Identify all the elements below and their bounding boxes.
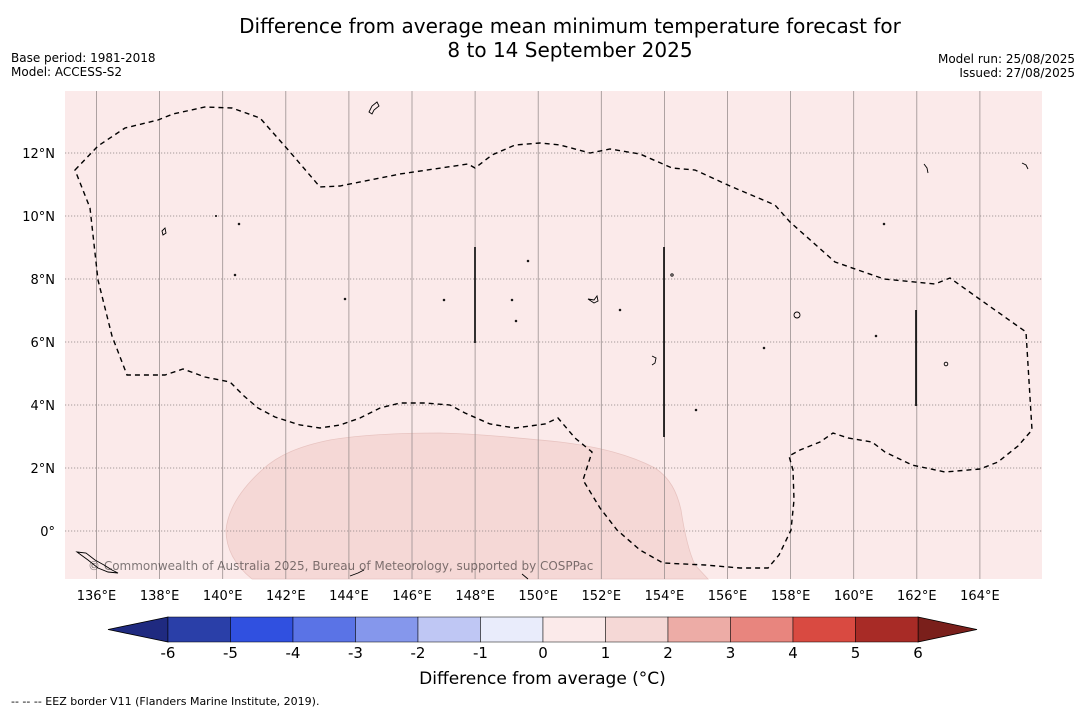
longitude-labels: 136°E 138°E 140°E 142°E 144°E 146°E 148°E 150°E…	[77, 589, 1000, 604]
island	[237, 222, 241, 226]
island	[923, 163, 929, 174]
colorbar-title: Difference from average (°C)	[419, 669, 666, 689]
colorbar-segment	[230, 616, 294, 643]
colorbar-tick-label: -6	[161, 644, 176, 662]
colorbar-segment	[292, 616, 356, 643]
colorbar-tick-label: 2	[663, 644, 673, 662]
longitude-tick-label: 152°E	[582, 589, 622, 604]
colorbar-segment	[355, 616, 419, 643]
latitude-tick-label: 0°	[40, 525, 55, 540]
longitude-tick-label: 144°E	[329, 589, 369, 604]
island	[882, 222, 886, 226]
model-label: Model: ACCESS-S2	[11, 65, 123, 79]
colorbar-segment	[730, 616, 794, 643]
colorbar-extend-high	[917, 616, 978, 643]
base-period-label: Base period: 1981-2018	[11, 51, 156, 65]
latitude-tick-label: 4°N	[31, 399, 56, 414]
colorbar-tick-label: -1	[473, 644, 488, 662]
graticule	[65, 91, 1042, 579]
colorbar-segment	[855, 616, 919, 643]
island	[214, 214, 218, 218]
colorbar-segment	[605, 616, 669, 643]
island	[442, 298, 446, 302]
island	[1021, 162, 1029, 170]
longitude-tick-label: 140°E	[203, 589, 243, 604]
island	[618, 308, 622, 312]
eez-border	[74, 106, 1033, 569]
longitude-tick-label: 154°E	[645, 589, 685, 604]
copyright-text: © Commonwealth of Australia 2025, Bureau…	[88, 559, 593, 573]
colorbar-segment	[480, 616, 544, 643]
colorbar-tick-label: -2	[411, 644, 426, 662]
colorbar: -6 -5 -4 -3 -2 -1 0 1 2 3 4 5 6	[107, 616, 978, 662]
footnote: -- -- -- EEZ border V11 (Flanders Marine…	[11, 695, 320, 708]
latitude-tick-label: 10°N	[22, 210, 55, 225]
longitude-tick-label: 160°E	[834, 589, 874, 604]
colorbar-tick-label: 0	[538, 644, 548, 662]
longitude-tick-label: 138°E	[140, 589, 180, 604]
island	[368, 101, 380, 115]
colorbar-segment	[667, 616, 731, 643]
latitude-tick-label: 6°N	[31, 336, 56, 351]
island	[233, 273, 237, 277]
island	[694, 408, 698, 412]
colorbar-segment	[417, 616, 481, 643]
colorbar-tick-label: -3	[348, 644, 363, 662]
latitude-tick-label: 12°N	[22, 147, 55, 162]
island	[943, 361, 949, 367]
island	[526, 259, 530, 263]
island	[670, 273, 674, 277]
colorbar-tick-label: -4	[286, 644, 301, 662]
island	[587, 294, 599, 304]
colorbar-segment	[167, 616, 231, 643]
longitude-tick-label: 162°E	[897, 589, 937, 604]
colorbar-tick-label: 1	[601, 644, 611, 662]
colorbar-segment	[792, 616, 856, 643]
longitude-tick-label: 142°E	[266, 589, 306, 604]
island	[161, 227, 167, 236]
longitude-tick-label: 158°E	[771, 589, 811, 604]
colorbar-tick-label: -5	[223, 644, 238, 662]
island	[343, 297, 347, 301]
islands	[75, 101, 1029, 580]
meta-left: Base period: 1981-2018 Model: ACCESS-S2	[11, 51, 156, 79]
island	[793, 311, 801, 319]
chart-title: Difference from average mean minimum tem…	[0, 14, 1085, 62]
island	[510, 298, 514, 302]
longitude-tick-label: 146°E	[392, 589, 432, 604]
island	[762, 346, 766, 350]
colorbar-tick-label: 3	[726, 644, 736, 662]
colorbar-segment	[542, 616, 606, 643]
colorbar-tick-label: 6	[913, 644, 923, 662]
longitude-tick-label: 148°E	[455, 589, 495, 604]
latitude-tick-label: 8°N	[31, 273, 56, 288]
title-line-1: Difference from average mean minimum tem…	[239, 14, 901, 38]
island	[349, 569, 365, 577]
longitude-tick-label: 136°E	[77, 589, 117, 604]
colorbar-tick-label: 4	[788, 644, 798, 662]
longitude-tick-label: 150°E	[518, 589, 558, 604]
island	[514, 319, 518, 323]
latitude-labels: 12°N 10°N 8°N 6°N 4°N 2°N 0°	[22, 147, 55, 540]
colorbar-tick-label: 5	[851, 644, 861, 662]
longitude-tick-label: 156°E	[708, 589, 748, 604]
island	[75, 551, 119, 574]
meta-right: Model run: 25/08/2025 Issued: 27/08/2025	[938, 52, 1075, 80]
issued-label: Issued: 27/08/2025	[959, 66, 1075, 80]
island	[874, 334, 878, 338]
model-run-label: Model run: 25/08/2025	[937, 52, 1075, 66]
colorbar-extend-low	[107, 616, 169, 643]
island	[521, 573, 529, 580]
anomaly-region-1-to-2	[225, 432, 709, 580]
latitude-tick-label: 2°N	[31, 462, 56, 477]
island	[651, 355, 657, 366]
title-line-2: 8 to 14 September 2025	[447, 38, 693, 62]
longitude-tick-label: 164°E	[960, 589, 1000, 604]
